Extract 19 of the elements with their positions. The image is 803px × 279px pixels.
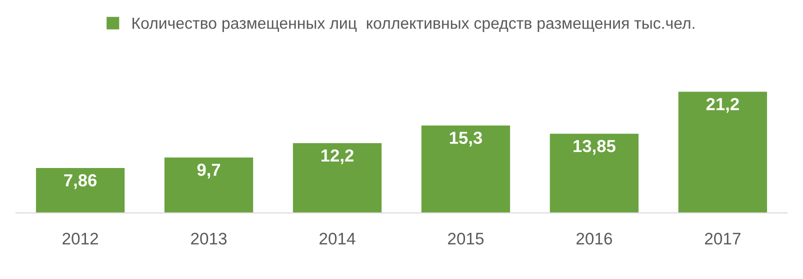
bar bbox=[292, 143, 382, 213]
data-label: 12,2 bbox=[321, 149, 354, 164]
data-label: 15,3 bbox=[450, 132, 482, 146]
bar bbox=[550, 134, 639, 213]
data-label: 21,2 bbox=[706, 98, 739, 113]
data-label: 9,7 bbox=[197, 164, 220, 178]
x-tick-label: 2016 bbox=[576, 232, 612, 245]
bar bbox=[421, 125, 510, 213]
data-label: 7,86 bbox=[64, 174, 97, 189]
x-tick-label: 2014 bbox=[320, 232, 356, 245]
data-label: 13,85 bbox=[574, 140, 616, 155]
bar bbox=[164, 157, 254, 213]
legend-label: Количество размещенных лиц коллективных средств размещения тыс.чел. bbox=[132, 18, 694, 32]
bar bbox=[678, 92, 768, 213]
bar bbox=[36, 168, 125, 213]
x-tick-label: 2013 bbox=[191, 232, 227, 245]
x-tick-label: 2015 bbox=[448, 232, 484, 245]
x-tick-label: 2017 bbox=[705, 232, 740, 245]
x-tick-label: 2012 bbox=[62, 232, 98, 245]
